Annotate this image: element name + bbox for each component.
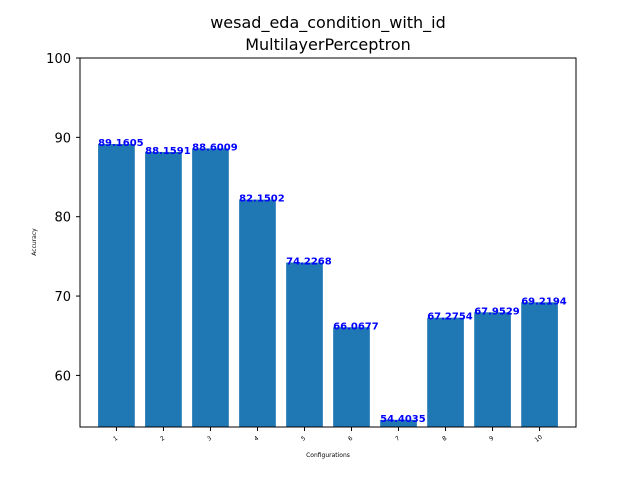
bars-group [98,144,558,428]
bar-8 [427,317,464,427]
y-tick-label-80: 80 [54,211,71,226]
y-tick-label-100: 100 [46,52,71,67]
x-tick-label-5: 5 [300,435,307,443]
plot-frame [79,57,577,428]
chart-subtitle: MultilayerPerceptron [245,35,411,54]
data-label-7: 54.4035 [380,414,426,425]
data-label-8: 67.2754 [427,312,473,323]
bar-1 [98,144,135,428]
data-label-5: 74.2268 [286,257,332,268]
bar-10 [521,302,558,427]
y-axis-label: Accuracy [31,228,38,256]
bar-9 [474,312,511,427]
x-tick-label-2: 2 [159,435,166,443]
bar-5 [286,262,323,427]
data-label-9: 67.9529 [474,306,520,317]
x-tick-label-3: 3 [206,435,213,443]
x-tick-label-7: 7 [394,435,401,443]
y-tick-label-90: 90 [54,131,71,146]
x-tick-label-9: 9 [488,435,495,443]
bar-3 [192,148,229,427]
data-label-1: 89.1605 [98,138,144,149]
x-tick-label-4: 4 [253,435,260,443]
data-label-3: 88.6009 [192,142,238,153]
bar-6 [333,327,370,427]
x-axis-label: Configurations [306,452,350,459]
data-label-6: 66.0677 [333,321,379,332]
data-label-2: 88.1591 [145,146,191,157]
bar-4 [239,199,276,427]
y-tick-label-60: 60 [54,369,71,384]
x-axis: 1 2 3 4 5 6 7 8 9 10 [112,427,544,444]
bar-2 [145,151,182,428]
data-label-10: 69.2194 [521,296,567,307]
bar-7 [380,419,417,427]
x-tick-label-10: 10 [534,434,544,444]
y-axis: 60 70 80 90 100 [46,52,80,384]
chart-title: wesad_eda_condition_with_id [210,13,446,33]
x-tick-label-8: 8 [441,435,448,443]
x-tick-label-6: 6 [347,435,354,443]
y-tick-label-70: 70 [54,290,71,305]
x-tick-label-1: 1 [112,435,119,443]
data-label-4: 82.1502 [239,194,285,205]
